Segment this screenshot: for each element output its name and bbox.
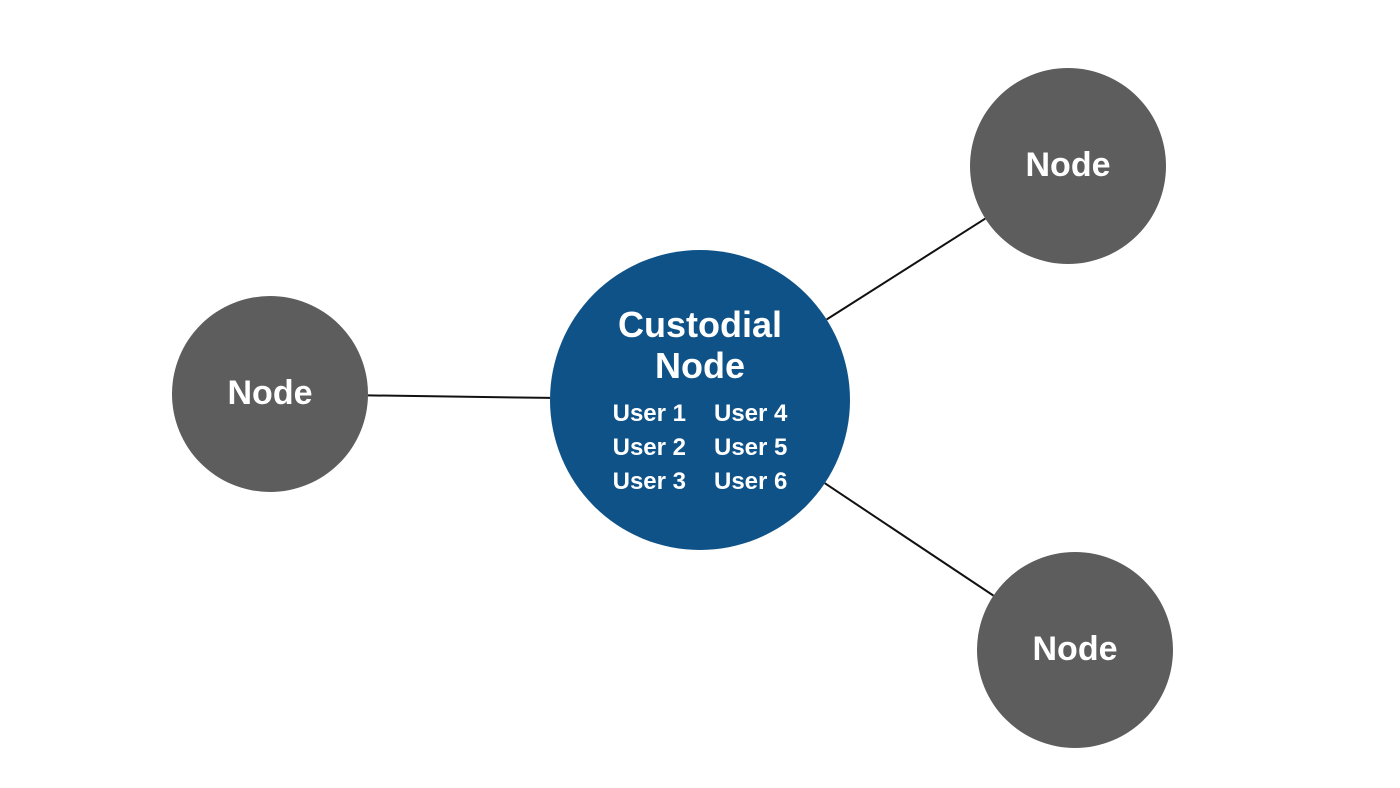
user-column: User 4 User 5 User 6 <box>714 400 787 496</box>
edge-custodial-node-left <box>368 395 550 398</box>
central-node-title-line1: Custodial <box>618 304 782 345</box>
central-node-title-line2: Node <box>618 345 782 386</box>
user-item: User 6 <box>714 468 787 496</box>
central-node-title: CustodialNode <box>618 304 782 387</box>
node-label: Node <box>228 375 313 412</box>
user-column: User 1 User 2 User 3 <box>613 400 686 496</box>
node-left: Node <box>172 296 368 492</box>
user-item: User 1 <box>613 400 686 428</box>
user-item: User 2 <box>613 434 686 462</box>
node-label: Node <box>1026 147 1111 184</box>
node-label: Node <box>1033 631 1118 668</box>
node-top-right: Node <box>970 68 1166 264</box>
edge-custodial-node-top-right <box>827 219 986 320</box>
user-item: User 5 <box>714 434 787 462</box>
edge-custodial-node-bottom-right <box>825 483 994 595</box>
central-node: CustodialNodeUser 1User 2User 3User 4Use… <box>550 250 850 550</box>
user-columns: User 1 User 2 User 3 User 4 User 5 User 6 <box>613 400 788 496</box>
user-item: User 4 <box>714 400 787 428</box>
node-bottom-right: Node <box>977 552 1173 748</box>
user-item: User 3 <box>613 468 686 496</box>
